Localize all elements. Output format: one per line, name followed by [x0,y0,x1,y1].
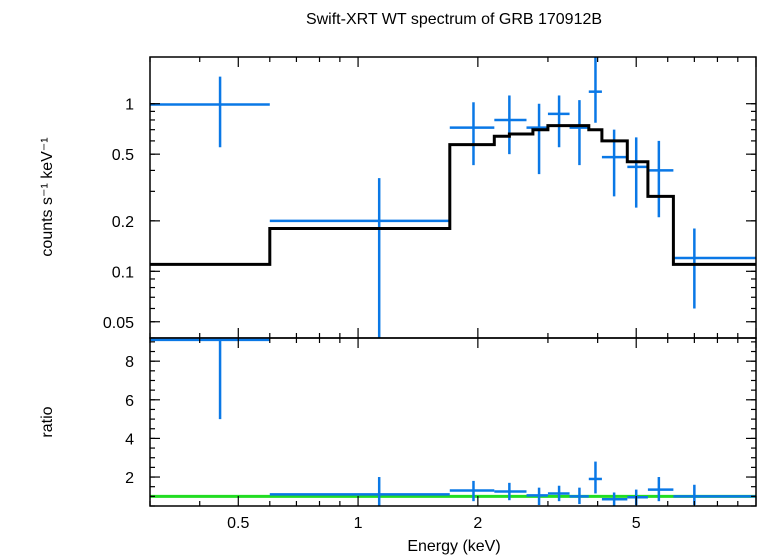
data-point [647,140,674,218]
y-tick-label: 1 [125,97,134,114]
x-tick-label: 0.5 [227,515,249,532]
x-tick-label: 1 [354,515,363,532]
data-point [588,461,602,494]
data-point [627,137,648,208]
ratio-y-axis-label: ratio [39,406,56,437]
spectrum-plot-area [150,57,756,338]
chart-title: Swift-XRT WT spectrum of GRB 170912B [306,11,602,28]
data-point [150,338,270,420]
x-tick-label: 5 [632,515,641,532]
spectrum-panel: 1 0.5 0.2 0.1 0.05 counts s⁻¹ keV⁻¹ [39,56,757,339]
y-tick-label: 2 [125,470,134,487]
y-tick-label: 8 [125,354,134,371]
y-tick-label: 0.5 [112,147,134,164]
ratio-panel: 8 6 4 2 ratio [39,337,757,507]
data-point [569,100,589,166]
data-point [449,102,495,166]
data-point [601,492,628,506]
y-tick-label: 0.05 [103,315,134,332]
data-point [269,178,450,338]
data-point [150,76,270,148]
data-point [547,485,570,502]
data-point [494,482,527,501]
data-point [494,95,527,155]
data-point [569,487,589,505]
x-tick-label: 2 [473,515,482,532]
data-point [269,477,450,506]
y-tick-label: 0.1 [112,264,134,281]
data-point [588,57,602,123]
ratio-ticks: 8 6 4 2 [125,338,757,507]
y-tick-label: 4 [125,431,134,448]
data-point [526,487,548,506]
data-point [449,480,495,502]
model-step-line [150,124,756,266]
y-tick-label: 0.2 [112,214,134,231]
y-tick-label: 6 [125,393,134,410]
data-point [673,228,756,309]
data-point [547,95,570,148]
spectrum-y-axis-label: counts s⁻¹ keV⁻¹ [39,137,56,256]
x-axis-label: Energy (keV) [407,538,500,555]
ratio-panel-frame [149,337,757,507]
ratio-plot-area [150,338,756,506]
data-point [627,489,648,506]
spectrum-ticks: 1 0.5 0.2 0.1 0.05 [103,57,757,339]
x-tick-labels: 0.5 1 2 5 [227,515,641,532]
data-point [647,477,674,502]
data-point [526,103,548,175]
